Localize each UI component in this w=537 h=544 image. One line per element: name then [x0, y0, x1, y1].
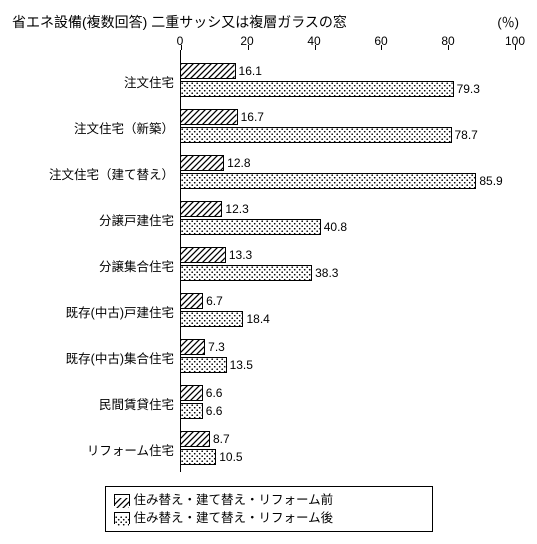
title-row: 省エネ設備(複数回答) 二重サッシ又は複層ガラスの窓 (％): [12, 12, 525, 32]
bar-value-label: 12.8: [223, 156, 250, 170]
bar-before: 6.7: [180, 293, 203, 309]
chart-row: 注文住宅（新築）16.778.7: [12, 104, 525, 150]
bar-value-label: 85.9: [475, 174, 502, 188]
legend-swatch-before: [114, 494, 130, 506]
bar-value-label: 12.3: [221, 202, 248, 216]
chart-row: リフォーム住宅8.710.5: [12, 426, 525, 472]
legend-label-before: 住み替え・建て替え・リフォーム前: [134, 491, 334, 509]
legend-item-after: 住み替え・建て替え・リフォーム後: [114, 509, 424, 527]
bar-before: 13.3: [180, 247, 226, 263]
legend-label-after: 住み替え・建て替え・リフォーム後: [134, 509, 334, 527]
bar-group: 13.3 38.3: [180, 242, 525, 288]
unit-label: (％): [497, 12, 519, 31]
legend-swatch-after: [114, 512, 130, 524]
bar-value-label: 16.7: [237, 110, 264, 124]
category-label: 民間賃貸住宅: [12, 394, 180, 413]
chart-row: 分譲戸建住宅12.340.8: [12, 196, 525, 242]
bar-after: 13.5: [180, 357, 227, 373]
bar-value-label: 8.7: [209, 432, 230, 446]
bar-group: 16.1 79.3: [180, 58, 525, 104]
bar-group: 16.7 78.7: [180, 104, 525, 150]
bar-value-label: 78.7: [451, 128, 478, 142]
legend: 住み替え・建て替え・リフォーム前 住み替え・建て替え・リフォーム後: [105, 486, 433, 532]
bar-after: 79.3: [180, 81, 454, 97]
bar-after: 18.4: [180, 311, 243, 327]
bar-group: 8.7 10.5: [180, 426, 525, 472]
bar-before: 12.3: [180, 201, 222, 217]
x-axis-labels: 020406080100: [180, 34, 515, 48]
chart-row: 分譲集合住宅13.338.3: [12, 242, 525, 288]
category-label: リフォーム住宅: [12, 440, 180, 459]
bar-before: 16.7: [180, 109, 238, 125]
bar-value-label: 7.3: [204, 340, 225, 354]
bar-value-label: 38.3: [311, 266, 338, 280]
bar-before: 12.8: [180, 155, 224, 171]
bar-value-label: 10.5: [215, 450, 242, 464]
bar-after: 6.6: [180, 403, 203, 419]
x-tick-label: 0: [177, 34, 184, 48]
category-label: 注文住宅（建て替え）: [12, 164, 180, 183]
chart-row: 注文住宅16.179.3: [12, 58, 525, 104]
bar-group: 12.3 40.8: [180, 196, 525, 242]
bar-group: 6.66.6: [180, 380, 525, 426]
bar-after: 85.9: [180, 173, 476, 189]
category-label: 既存(中古)戸建住宅: [12, 302, 180, 321]
category-label: 既存(中古)集合住宅: [12, 348, 180, 367]
bar-after: 40.8: [180, 219, 321, 235]
bar-before: 7.3: [180, 339, 205, 355]
category-label: 注文住宅（新築）: [12, 118, 180, 137]
chart-row: 既存(中古)集合住宅7.313.5: [12, 334, 525, 380]
bar-after: 38.3: [180, 265, 312, 281]
bar-before: 8.7: [180, 431, 210, 447]
bar-value-label: 40.8: [320, 220, 347, 234]
bar-value-label: 6.6: [202, 404, 223, 418]
chart-row: 民間賃貸住宅6.66.6: [12, 380, 525, 426]
bar-value-label: 13.5: [226, 358, 253, 372]
chart-row: 既存(中古)戸建住宅6.718.4: [12, 288, 525, 334]
bar-value-label: 18.4: [242, 312, 269, 326]
legend-item-before: 住み替え・建て替え・リフォーム前: [114, 491, 424, 509]
category-label: 分譲戸建住宅: [12, 210, 180, 229]
chart-container: 省エネ設備(複数回答) 二重サッシ又は複層ガラスの窓 (％) 020406080…: [12, 12, 525, 532]
bar-value-label: 79.3: [453, 82, 480, 96]
bar-after: 78.7: [180, 127, 452, 143]
chart-title: 省エネ設備(複数回答) 二重サッシ又は複層ガラスの窓: [12, 12, 347, 32]
bar-value-label: 16.1: [235, 64, 262, 78]
bar-before: 16.1: [180, 63, 236, 79]
bar-group: 7.313.5: [180, 334, 525, 380]
category-label: 分譲集合住宅: [12, 256, 180, 275]
category-label: 注文住宅: [12, 72, 180, 91]
plot-area: 020406080100 注文住宅16.179.3注文住宅（新築）16.778.…: [12, 50, 525, 472]
chart-row: 注文住宅（建て替え）12.885.9: [12, 150, 525, 196]
bar-after: 10.5: [180, 449, 216, 465]
rows: 注文住宅16.179.3注文住宅（新築）16.778.7注文住宅（建て替え）12…: [12, 50, 525, 472]
bar-group: 6.7 18.4: [180, 288, 525, 334]
bar-value-label: 13.3: [225, 248, 252, 262]
bar-group: 12.8 85.9: [180, 150, 525, 196]
bar-value-label: 6.7: [202, 294, 223, 308]
bar-before: 6.6: [180, 385, 203, 401]
bar-value-label: 6.6: [202, 386, 223, 400]
